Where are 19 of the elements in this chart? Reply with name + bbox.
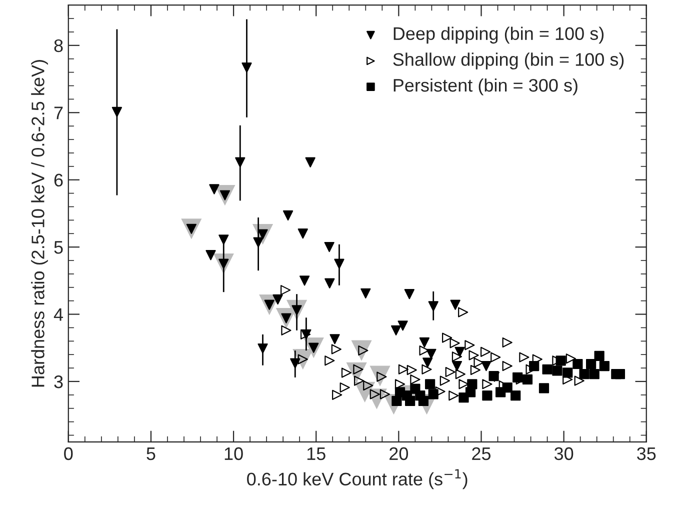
x-tick-label: 20 xyxy=(390,447,408,460)
legend-label: Shallow dipping (bin = 100 s) xyxy=(393,52,624,70)
y-tick-label: 3 xyxy=(54,375,63,388)
y-tick-label: 4 xyxy=(54,308,64,321)
y-tick-label: 7 xyxy=(54,106,63,120)
x-tick-label: 5 xyxy=(146,447,156,460)
y-tick-label: 6 xyxy=(54,174,63,187)
x-tick-label: 15 xyxy=(307,447,326,460)
y-tick-label: 5 xyxy=(54,241,63,254)
y-tick-label: 8 xyxy=(54,39,63,52)
legend-label: Deep dipping (bin = 100 s) xyxy=(394,26,604,44)
x-tick-label: 25 xyxy=(472,447,491,460)
x-axis-title: 0.6-10 keV Count rate (s$^{−1}$) xyxy=(247,469,468,490)
x-tick-label: 0 xyxy=(64,447,73,460)
x-tick-label: 10 xyxy=(224,447,243,460)
x-tick-label: 30 xyxy=(554,447,574,460)
legend-label: Persistent (bin = 300 s) xyxy=(394,78,578,96)
x-tick-label: 35 xyxy=(637,447,656,460)
y-axis-title: Hardness ratio (2.5-10 keV / 0.6-2.5 keV) xyxy=(31,60,48,387)
